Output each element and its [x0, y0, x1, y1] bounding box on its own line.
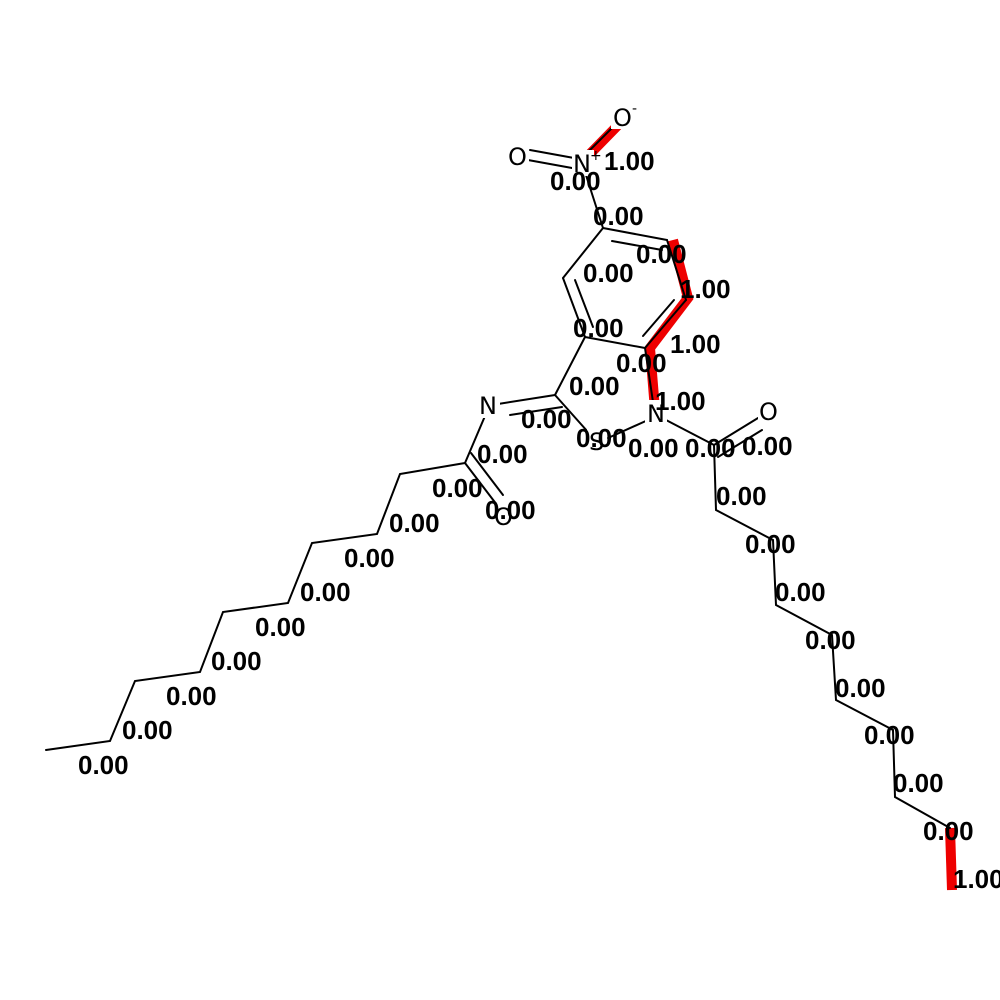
weight-label: 1.00 [953, 864, 1000, 894]
weight-label: 1.00 [680, 274, 731, 304]
weight-label: 0.00 [745, 529, 796, 559]
atom-n-nitro: N [573, 150, 591, 178]
weight-label: 0.00 [344, 543, 395, 573]
bond-n-o-double-b [527, 159, 573, 169]
bond-n-cam [665, 419, 715, 446]
weight-label: 0.00 [122, 715, 173, 745]
bond-c-cim [554, 336, 586, 396]
weight-label: 0.00 [521, 404, 572, 434]
bond-cac-o-a [464, 462, 498, 506]
bond-ring-left-lower [562, 277, 586, 338]
weight-label: 0.00 [573, 313, 624, 343]
weight-label: 0.00 [550, 166, 601, 196]
atom-s-ring: S [589, 428, 604, 456]
weight-label: 0.00 [805, 625, 856, 655]
bond-ring-r2 [644, 299, 687, 349]
weight-label: 0.00 [616, 348, 667, 378]
weight-label: 0.00 [477, 439, 528, 469]
weight-label: 0.00 [893, 768, 944, 798]
bond-n-o-double-a [529, 149, 575, 159]
atom-o-minus: O [613, 104, 632, 132]
weight-label: 0.00 [300, 577, 351, 607]
bond-layer [45, 119, 951, 829]
weight-label: 0.00 [389, 508, 440, 538]
bond-ring-bottom [584, 336, 646, 349]
weight-label: 0.00 [628, 433, 679, 463]
bond-ring-top-inner [611, 240, 663, 251]
bond-right-chain [713, 444, 951, 829]
weight-label: 1.00 [655, 386, 706, 416]
weight-label: 0.00 [716, 481, 767, 511]
weight-label: 0.00 [569, 371, 620, 401]
weight-label: 0.00 [485, 495, 536, 525]
highlight-bond-ring-path [644, 238, 694, 411]
bond-ring-top [602, 227, 668, 241]
highlight-bond-chain-end [945, 827, 957, 891]
weight-label: 0.00 [923, 816, 974, 846]
atom-n-imine: N [479, 392, 497, 420]
weight-label: 0.00 [685, 433, 736, 463]
atom-o-amide: O [759, 398, 778, 426]
bond-left-chain [45, 462, 466, 751]
atom-layer: O - O N + N S N O O [478, 101, 780, 531]
bond-nim-cac [464, 415, 486, 464]
bond-cac-o-b [470, 452, 504, 496]
bond-n-ring [584, 171, 604, 229]
bond-ring-left-lower-inner [574, 279, 594, 328]
bond-cam-o-a [713, 417, 759, 446]
weight-label: 0.00 [742, 431, 793, 461]
bond-ring-n [644, 347, 654, 403]
bond-s-n [607, 419, 649, 439]
bond-cam-o-b [717, 429, 763, 458]
weight-label: 1.00 [604, 146, 655, 176]
weight-label: 0.00 [255, 612, 306, 642]
bond-ring-left-upper [562, 227, 604, 279]
weight-label: 0.00 [593, 201, 644, 231]
weight-label: 0.00 [211, 646, 262, 676]
bond-ring-r2-inner [642, 299, 675, 337]
charge-plus: + [590, 148, 602, 164]
weight-label: 0.00 [775, 577, 826, 607]
atom-o-nitro: O [508, 143, 527, 171]
bond-cim-s [554, 394, 589, 433]
weight-label: 0.00 [78, 750, 129, 780]
weight-label: 0.00 [835, 673, 886, 703]
bond-cim-n-b [509, 406, 563, 416]
atom-o-acyl: O [494, 503, 513, 531]
bond-ring-r1 [666, 239, 687, 301]
weight-label: 0.00 [432, 473, 483, 503]
weight-label: 0.00 [583, 258, 634, 288]
weight-label: 0.00 [166, 681, 217, 711]
bond-cim-n-a [497, 394, 556, 405]
atom-n-ring: N [647, 400, 665, 428]
charge-minus: - [632, 101, 637, 117]
weight-label: 0.00 [636, 239, 687, 269]
weight-label: 0.00 [576, 423, 627, 453]
weight-layer: 1.00 0.00 0.00 0.00 1.00 0.00 1.00 0.00 … [78, 146, 1000, 894]
weight-label: 0.00 [864, 720, 915, 750]
weight-label: 1.00 [670, 329, 721, 359]
